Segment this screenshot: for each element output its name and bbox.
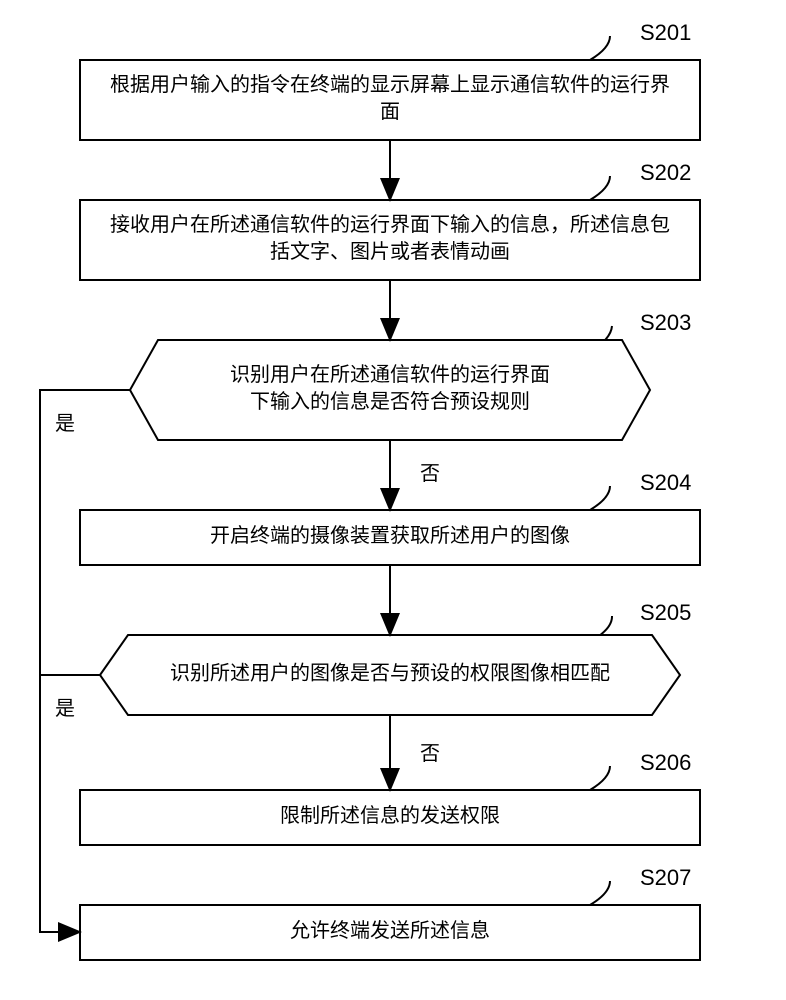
node-s202-text-line-1: 括文字、图片或者表情动画 (270, 240, 510, 263)
step-label-s207: S207 (640, 865, 691, 890)
edge-label-6: 是 (55, 698, 75, 720)
node-s201-text-line-0: 根据用户输入的指令在终端的显示屏幕上显示通信软件的运行界 (110, 73, 670, 96)
node-s206-text-line-0: 限制所述信息的发送权限 (280, 804, 500, 827)
node-s207-text: 允许终端发送所述信息 (290, 919, 490, 942)
node-s201-text-line-1: 面 (380, 101, 400, 123)
node-s204-text: 开启终端的摄像装置获取所述用户的图像 (210, 524, 570, 547)
step-label-s206: S206 (640, 750, 691, 775)
node-s204-text-line-0: 开启终端的摄像装置获取所述用户的图像 (210, 524, 570, 547)
step-label-s202: S202 (640, 160, 691, 185)
label-leader-1 (590, 176, 610, 200)
edge-label-5: 是 (55, 413, 75, 435)
label-leader-3 (590, 486, 610, 510)
node-s203 (130, 340, 650, 440)
node-s205-text-line-0: 识别所述用户的图像是否与预设的权限图像相匹配 (170, 662, 610, 685)
node-s201 (80, 60, 700, 140)
step-label-s204: S204 (640, 470, 691, 495)
step-label-s205: S205 (640, 600, 691, 625)
node-s203-text-line-0: 识别用户在所述通信软件的运行界面 (230, 363, 550, 386)
node-s205-text: 识别所述用户的图像是否与预设的权限图像相匹配 (170, 662, 610, 685)
node-s203-text-line-1: 下输入的信息是否符合预设规则 (250, 390, 530, 413)
label-leader-0 (590, 36, 610, 60)
node-s206-text: 限制所述信息的发送权限 (280, 804, 500, 827)
step-label-s201: S201 (640, 20, 691, 45)
node-s202 (80, 200, 700, 280)
node-s207-text-line-0: 允许终端发送所述信息 (290, 919, 490, 942)
label-leader-6 (590, 881, 610, 905)
node-s202-text-line-0: 接收用户在所述通信软件的运行界面下输入的信息，所述信息包 (110, 213, 670, 236)
edge-label-4: 否 (420, 743, 440, 765)
label-leader-5 (590, 766, 610, 790)
step-label-s203: S203 (640, 310, 691, 335)
edge-label-2: 否 (420, 463, 440, 485)
